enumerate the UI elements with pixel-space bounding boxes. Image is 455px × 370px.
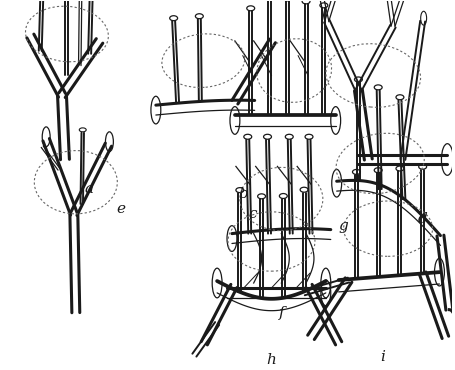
- Text: b: b: [238, 187, 248, 201]
- Text: g: g: [339, 219, 349, 233]
- Text: f: f: [278, 306, 284, 320]
- Text: d: d: [418, 212, 428, 226]
- Text: c: c: [248, 207, 257, 221]
- Text: h: h: [267, 353, 276, 367]
- Text: e: e: [117, 202, 126, 216]
- Text: a: a: [84, 182, 93, 196]
- Text: i: i: [381, 350, 385, 364]
